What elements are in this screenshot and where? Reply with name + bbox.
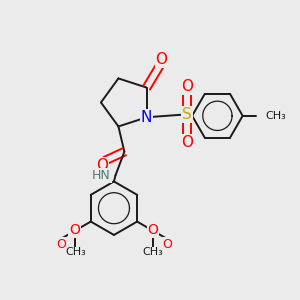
Text: O: O <box>69 223 80 237</box>
Text: HN: HN <box>92 169 111 182</box>
Text: O: O <box>155 52 167 67</box>
Text: CH₃: CH₃ <box>142 247 163 257</box>
Text: O: O <box>181 135 193 150</box>
Text: O: O <box>148 223 159 237</box>
Text: CH₃: CH₃ <box>65 247 86 257</box>
Text: S: S <box>182 107 192 122</box>
Text: O: O <box>56 238 66 251</box>
Text: O: O <box>162 238 172 251</box>
Text: N: N <box>141 110 152 125</box>
Text: O: O <box>96 158 108 172</box>
Text: O: O <box>181 79 193 94</box>
Text: CH₃: CH₃ <box>265 111 286 121</box>
